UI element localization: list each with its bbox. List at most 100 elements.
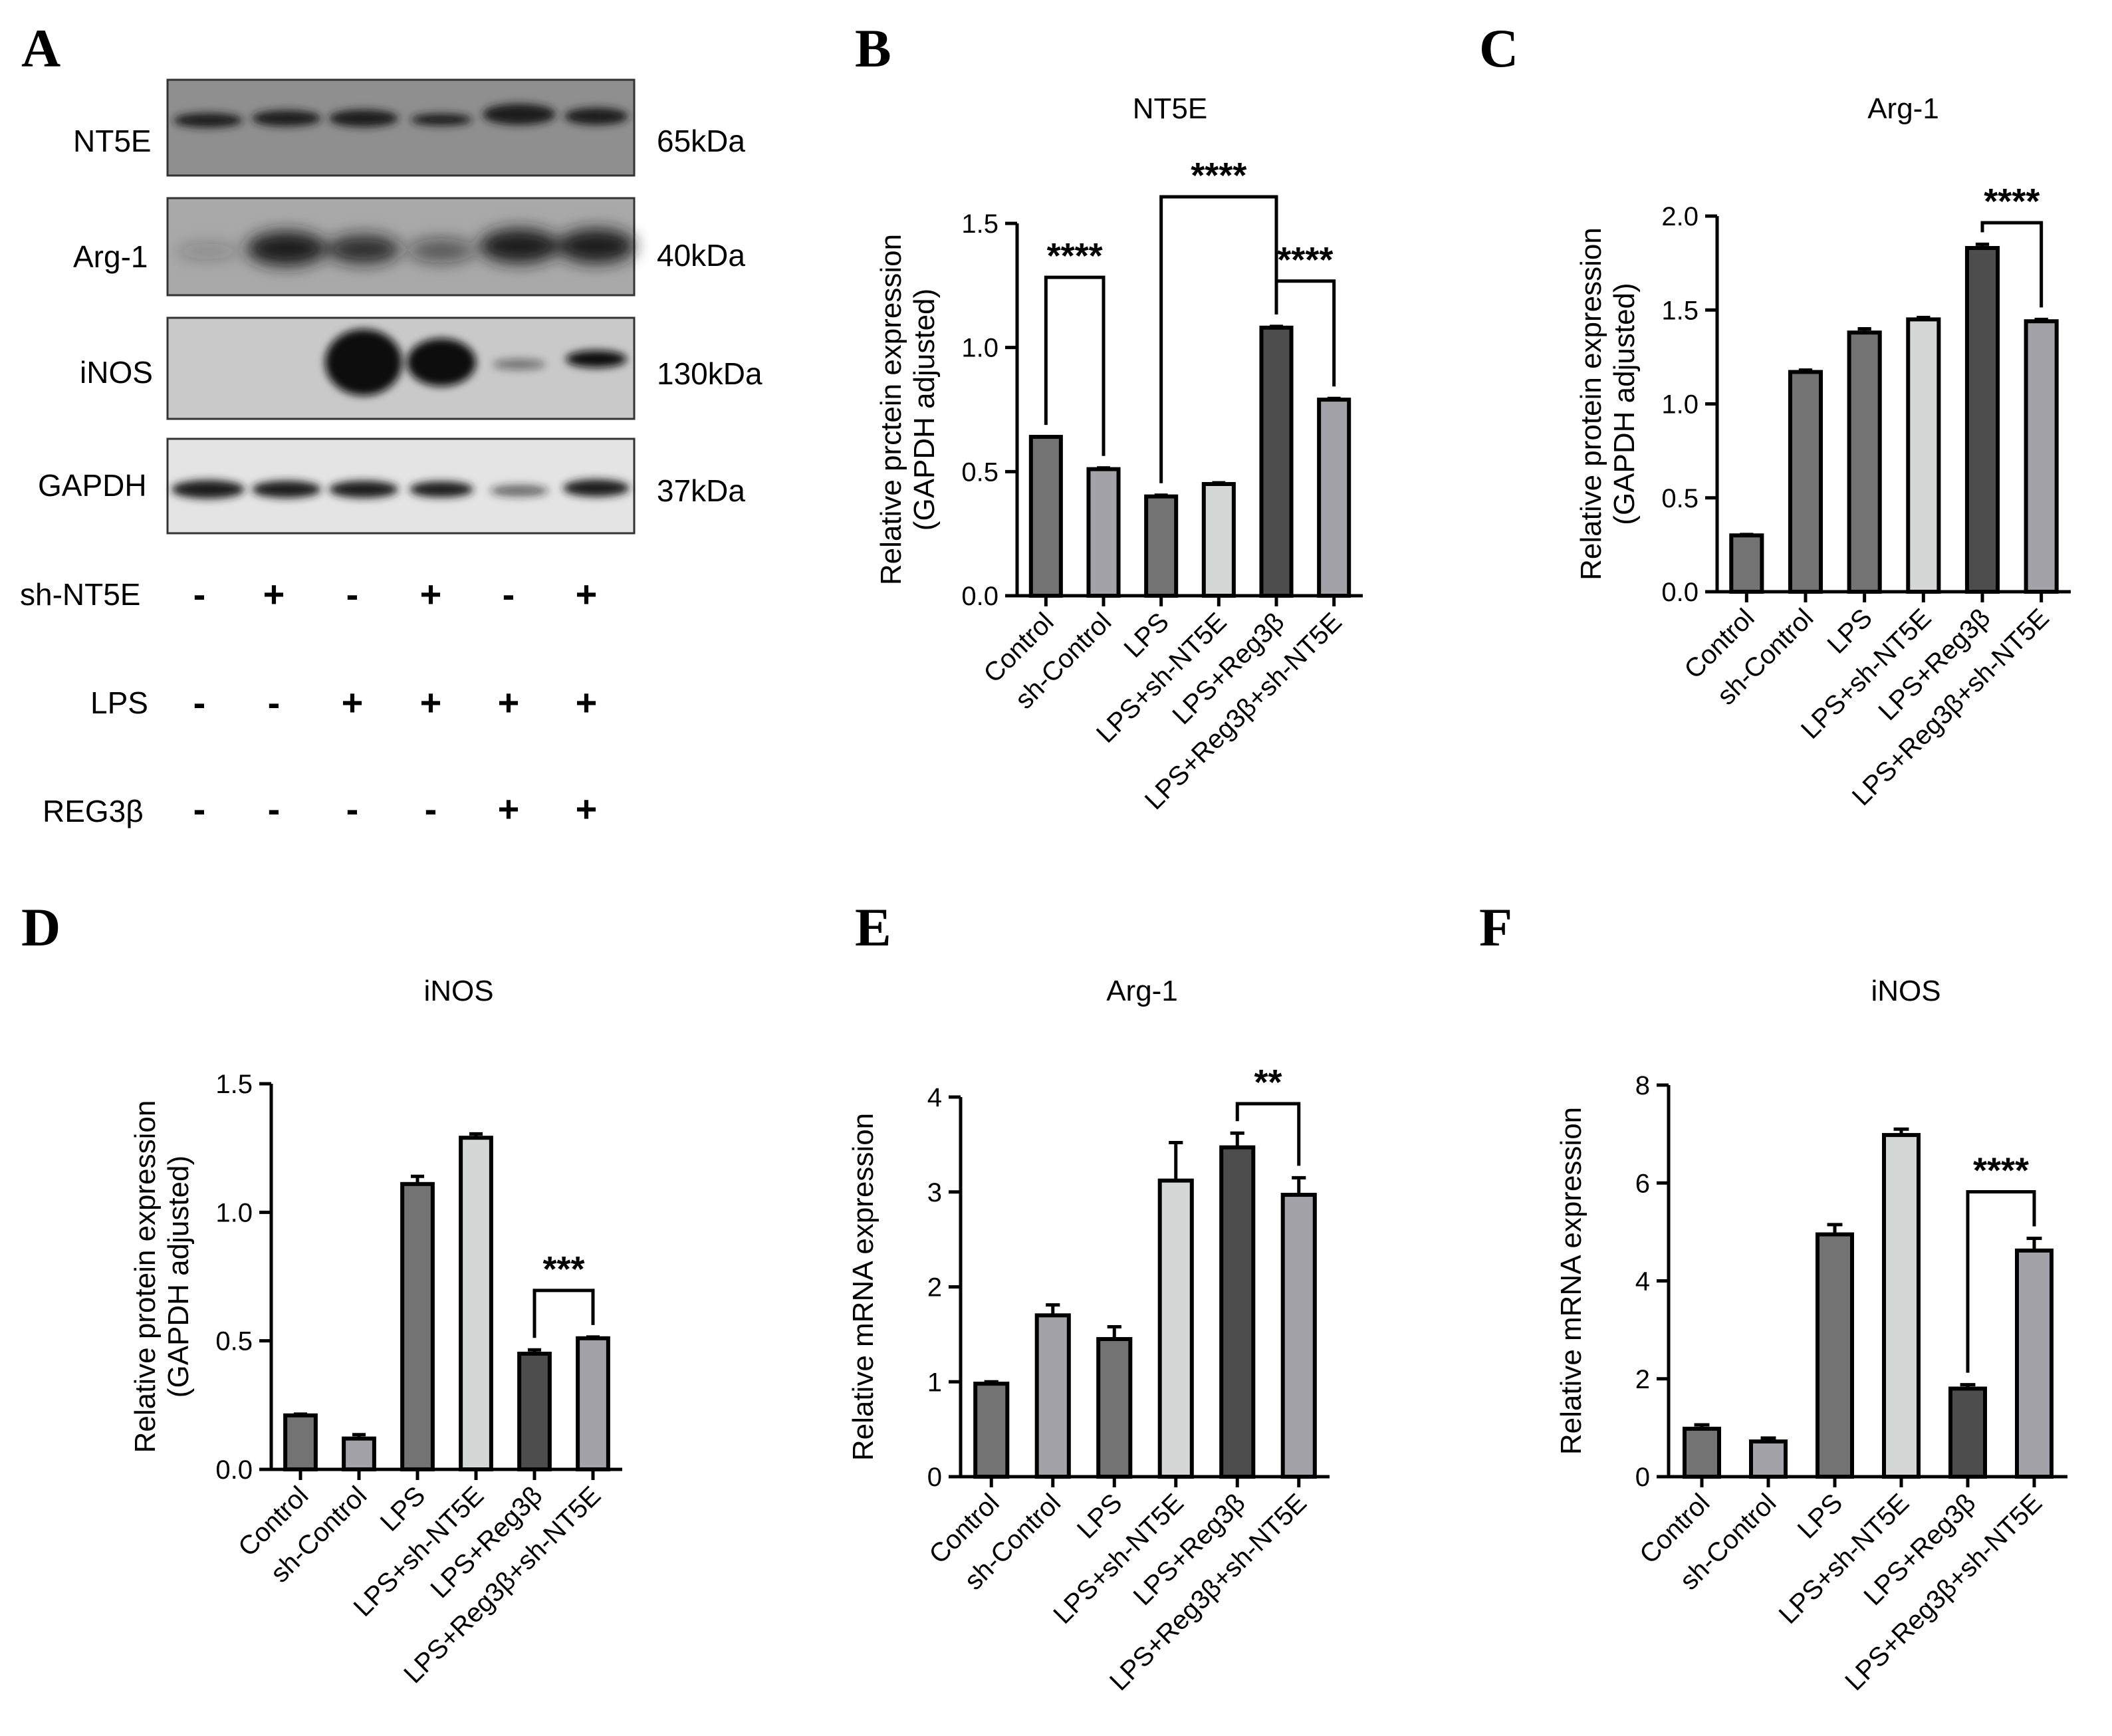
significance-bracket (1044, 275, 1106, 456)
panel-letter: E (855, 897, 891, 957)
blot-nt5e (166, 78, 636, 177)
x-tick-label: LPS (1072, 1488, 1128, 1545)
bar (283, 1413, 318, 1472)
treatment-sign: + (263, 573, 285, 615)
treatment-sign: - (268, 682, 281, 723)
y-tick-label: 0.0 (215, 1455, 253, 1485)
y-tick-label: 2 (927, 1273, 942, 1302)
chart-title: Arg-1 (1106, 975, 1178, 1007)
panel-letter: C (1479, 18, 1518, 78)
bar (1729, 533, 1764, 594)
panel-letter: F (1479, 897, 1512, 957)
band (479, 229, 559, 263)
bar (1028, 435, 1063, 598)
significance-bracket (1235, 1102, 1301, 1166)
bar (1201, 482, 1236, 598)
treatment-sign: + (576, 788, 598, 830)
bands-inos (325, 329, 627, 396)
y-tick-label: 0.0 (1661, 578, 1699, 607)
bar (400, 1181, 435, 1472)
chart-title: iNOS (1871, 975, 1940, 1007)
band (176, 243, 240, 259)
band (566, 350, 627, 368)
blot-labels: NT5E Arg-1 iNOS GAPDH 65kDa 40kDa 130kDa… (38, 124, 763, 508)
y-tick-label: 6 (1635, 1169, 1650, 1198)
bar (1788, 370, 1823, 594)
y-tick-label: 0.5 (1661, 484, 1699, 513)
bar (2015, 1248, 2053, 1479)
y-tick-label: 1.5 (215, 1070, 253, 1099)
treatment-sign: - (503, 573, 515, 615)
bands-gapdh (172, 479, 630, 499)
band (247, 231, 326, 266)
significance-label: **** (1191, 156, 1246, 195)
panel-letter: B (855, 18, 891, 78)
bar (2024, 319, 2059, 594)
y-tick-label: 0 (1635, 1463, 1650, 1492)
significance-bracket (1274, 279, 1336, 387)
bar (1964, 246, 2000, 594)
y-tick-label: 1.0 (961, 334, 998, 363)
blot-gapdh (166, 437, 636, 535)
bar (459, 1136, 493, 1471)
band (411, 114, 472, 126)
x-tick-label: LPS (1792, 1488, 1849, 1545)
y-tick-label: 0.5 (215, 1327, 253, 1356)
y-tick-label: 0.5 (961, 457, 998, 487)
band (490, 485, 548, 497)
band (493, 359, 546, 370)
treatment-sign: + (420, 573, 442, 615)
bar (1948, 1386, 1987, 1479)
band (252, 481, 321, 498)
significance-bracket (532, 1289, 595, 1338)
treatment-sign: + (498, 788, 520, 830)
bands-arg1 (176, 229, 635, 266)
bar (1157, 1178, 1194, 1479)
y-tick-label: 1.0 (215, 1198, 253, 1227)
bar (1144, 494, 1179, 598)
y-tick-label: 0 (927, 1463, 942, 1492)
y-axis-label: Relative protein expression (1575, 227, 1607, 580)
treatment-sign: - (193, 573, 206, 615)
significance-label: **** (1973, 1150, 2029, 1190)
treatment-label-lps: LPS (90, 685, 148, 720)
bar (1317, 398, 1351, 598)
y-tick-label: 4 (927, 1083, 942, 1112)
panel-letter-a: A (21, 18, 60, 78)
blot-label-inos: iNOS (80, 355, 153, 390)
treatment-sign: + (498, 682, 520, 723)
treatment-sign: - (346, 573, 359, 615)
significance-bracket (1159, 195, 1278, 483)
band (410, 481, 473, 497)
significance-label: ** (1254, 1062, 1282, 1102)
y-axis-label: Relative mRNA expression (847, 1113, 880, 1461)
y-tick-label: 8 (1635, 1071, 1650, 1100)
bar (517, 1352, 552, 1471)
bar (1906, 317, 1941, 594)
bar (1816, 1232, 1854, 1479)
chart-title: Arg-1 (1867, 92, 1939, 125)
panel-letter: D (21, 897, 60, 957)
chart-title: iNOS (423, 975, 493, 1007)
blot-label-gapdh: GAPDH (38, 468, 147, 503)
bar (342, 1436, 376, 1472)
bar (1749, 1439, 1788, 1479)
band (564, 108, 628, 125)
treatment-sign: + (576, 682, 598, 723)
blot-size-gapdh: 37kDa (657, 473, 745, 508)
significance-label: *** (542, 1249, 584, 1289)
y-axis-label: (GAPDH adjusted) (162, 1156, 195, 1398)
bar (1683, 1426, 1721, 1479)
bar (576, 1336, 610, 1472)
significance-label: **** (1277, 240, 1333, 280)
band (408, 239, 475, 263)
band (174, 113, 243, 128)
y-tick-label: 2 (1635, 1365, 1650, 1394)
y-axis-label: Relative protein expression (129, 1100, 162, 1453)
blot-label-nt5e: NT5E (73, 124, 152, 158)
